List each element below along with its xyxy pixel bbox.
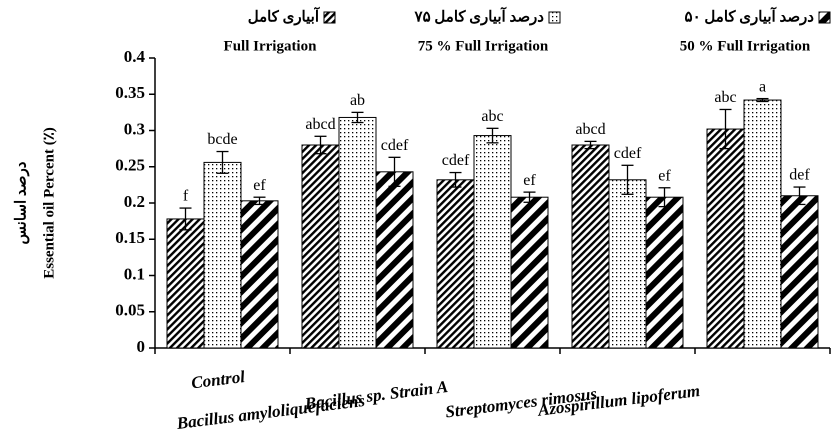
x-tick-label: Azospirillum lipoferum [536, 381, 701, 420]
bar-label: abcd [575, 121, 605, 138]
x-tick-label: Control [190, 367, 246, 392]
bar [203, 161, 242, 349]
bar [473, 135, 512, 349]
legend-label: ۵۰ درصد آبیاری کامل [685, 6, 815, 25]
bar [571, 144, 610, 349]
bar [743, 99, 782, 349]
legend-swatch [323, 11, 336, 24]
bar [780, 195, 819, 349]
legend-swatch [548, 11, 561, 24]
bar [608, 179, 647, 349]
legend-label-en: 50 % Full Irrigation [680, 38, 811, 54]
y-tick-label: 0.25 [115, 156, 145, 175]
legend-label: ۷۵ درصد آبیاری کامل [414, 6, 545, 25]
y-axis-label-fa: درصد اسانس [13, 161, 29, 244]
bar [375, 171, 414, 349]
y-tick-label: 0.3 [124, 119, 145, 138]
bar [706, 128, 745, 349]
bar-label: f [183, 188, 189, 205]
x-tick-label: Bacillus sp. Strain A [303, 377, 449, 414]
bar [240, 200, 279, 349]
bar-label: abc [481, 108, 503, 125]
bar-label: def [789, 167, 810, 184]
y-tick-label: 0.2 [124, 192, 145, 211]
y-tick-label: 0.4 [124, 47, 146, 66]
bar-label: ef [658, 167, 671, 184]
bar-label: ab [350, 92, 365, 109]
bar-label: cdef [442, 152, 470, 169]
y-tick-label: 0.1 [124, 264, 145, 283]
bar-label: cdef [614, 145, 642, 162]
y-tick-label: 0.15 [115, 228, 145, 247]
bar-label: ef [253, 177, 266, 194]
bar [436, 179, 475, 349]
legend-label-en: Full Irrigation [224, 38, 318, 54]
bar [166, 218, 205, 349]
y-tick-label: 0 [137, 337, 146, 356]
legend-swatch [818, 11, 831, 24]
bar [510, 196, 549, 349]
bar [645, 196, 684, 349]
bar-label: cdef [381, 137, 409, 154]
y-tick-label: 0.35 [115, 83, 145, 102]
bar-label: abcd [305, 116, 335, 133]
bar [301, 144, 340, 349]
y-tick-label: 0.05 [115, 301, 145, 320]
bar-label: abc [714, 89, 736, 106]
y-axis-label: Essential oil Percent (٪) [41, 127, 57, 279]
bar-label: a [759, 78, 766, 95]
bar [338, 116, 377, 349]
legend-label: آبیاری کامل [248, 6, 321, 25]
bar-label: ef [523, 172, 536, 189]
legend-label-en: 75 % Full Irrigation [418, 38, 549, 54]
bar-label: bcde [207, 131, 237, 148]
